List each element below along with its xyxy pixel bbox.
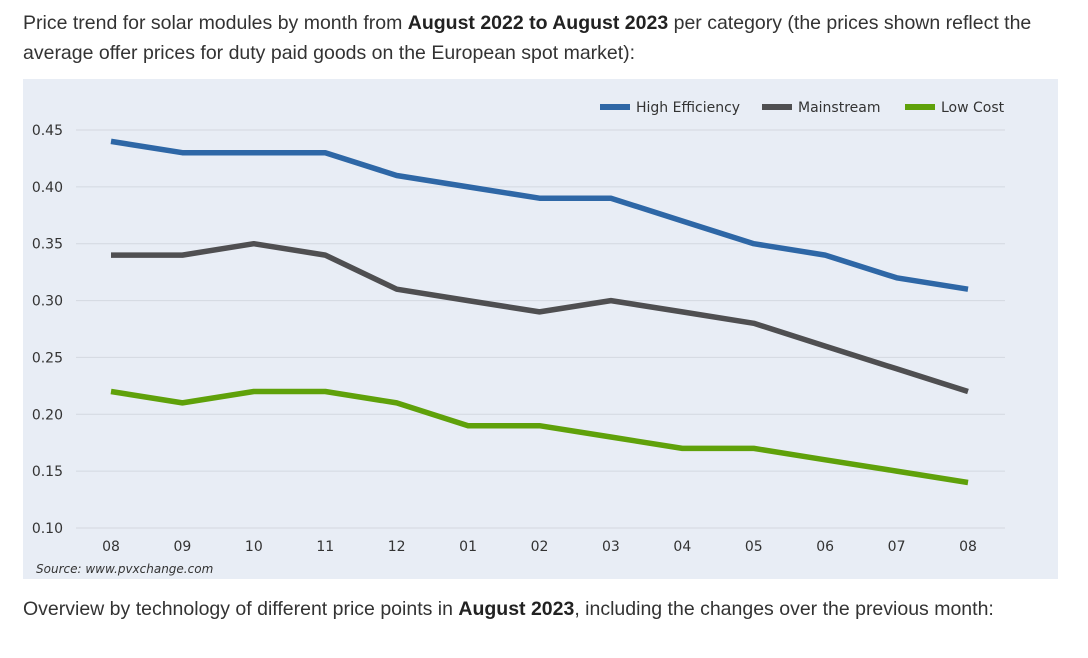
outro-month: August 2023 (458, 598, 575, 620)
x-tick-label: 07 (888, 539, 906, 555)
chart-source: Source: www.pvxchange.com (36, 562, 213, 576)
chart-panel: 0.45 0.40 0.35 0.30 0.25 0.20 0.15 0.10 08 09 10 11… (23, 79, 1058, 579)
outro-paragraph: Overview by technology of different pric… (23, 594, 1033, 624)
legend-label: Low Cost (941, 100, 1005, 116)
x-tick-label: 04 (673, 539, 691, 555)
legend-swatch (600, 104, 630, 110)
x-tick-label: 09 (174, 539, 192, 555)
x-tick-label: 03 (602, 539, 620, 555)
x-tick-label: 11 (316, 539, 334, 555)
intro-text-2: per category (the prices shown reflect t… (23, 12, 1032, 64)
price-trend-chart: 0.45 0.40 0.35 0.30 0.25 0.20 0.15 0.10 08 09 10 11… (32, 100, 1005, 576)
intro-paragraph: Price trend for solar modules by month f… (23, 8, 1033, 68)
x-tick-label: 02 (531, 539, 549, 555)
x-tick-label: 12 (388, 539, 406, 555)
x-tick-label: 06 (816, 539, 834, 555)
y-tick-label: 0.25 (32, 350, 63, 366)
legend-label: High Efficiency (636, 100, 740, 116)
series-line-high-efficiency (110, 138, 969, 292)
legend-swatch (762, 104, 792, 110)
x-tick-label: 10 (245, 539, 263, 555)
y-tick-label: 0.10 (32, 521, 63, 537)
y-tick-label: 0.30 (32, 294, 63, 310)
series-line-low-cost (110, 388, 969, 486)
x-tick-label: 05 (745, 539, 763, 555)
legend-swatch (905, 104, 935, 110)
y-tick-label: 0.35 (32, 237, 63, 253)
intro-date-range: August 2022 to August 2023 (407, 12, 669, 34)
x-tick-label: 08 (959, 539, 977, 555)
outro-text-2: , including the changes over the previou… (574, 598, 994, 620)
y-tick-label: 0.45 (32, 123, 63, 139)
intro-text-1: Price trend for solar modules by month f… (23, 12, 408, 34)
x-tick-label: 08 (102, 539, 120, 555)
series-line-mainstream (111, 240, 969, 395)
y-tick-label: 0.20 (32, 407, 63, 423)
outro-text-1: Overview by technology of different pric… (23, 598, 459, 620)
y-tick-label: 0.15 (32, 464, 63, 480)
y-tick-label: 0.40 (32, 180, 63, 196)
legend-label: Mainstream (798, 100, 880, 116)
x-tick-label: 01 (459, 539, 477, 555)
